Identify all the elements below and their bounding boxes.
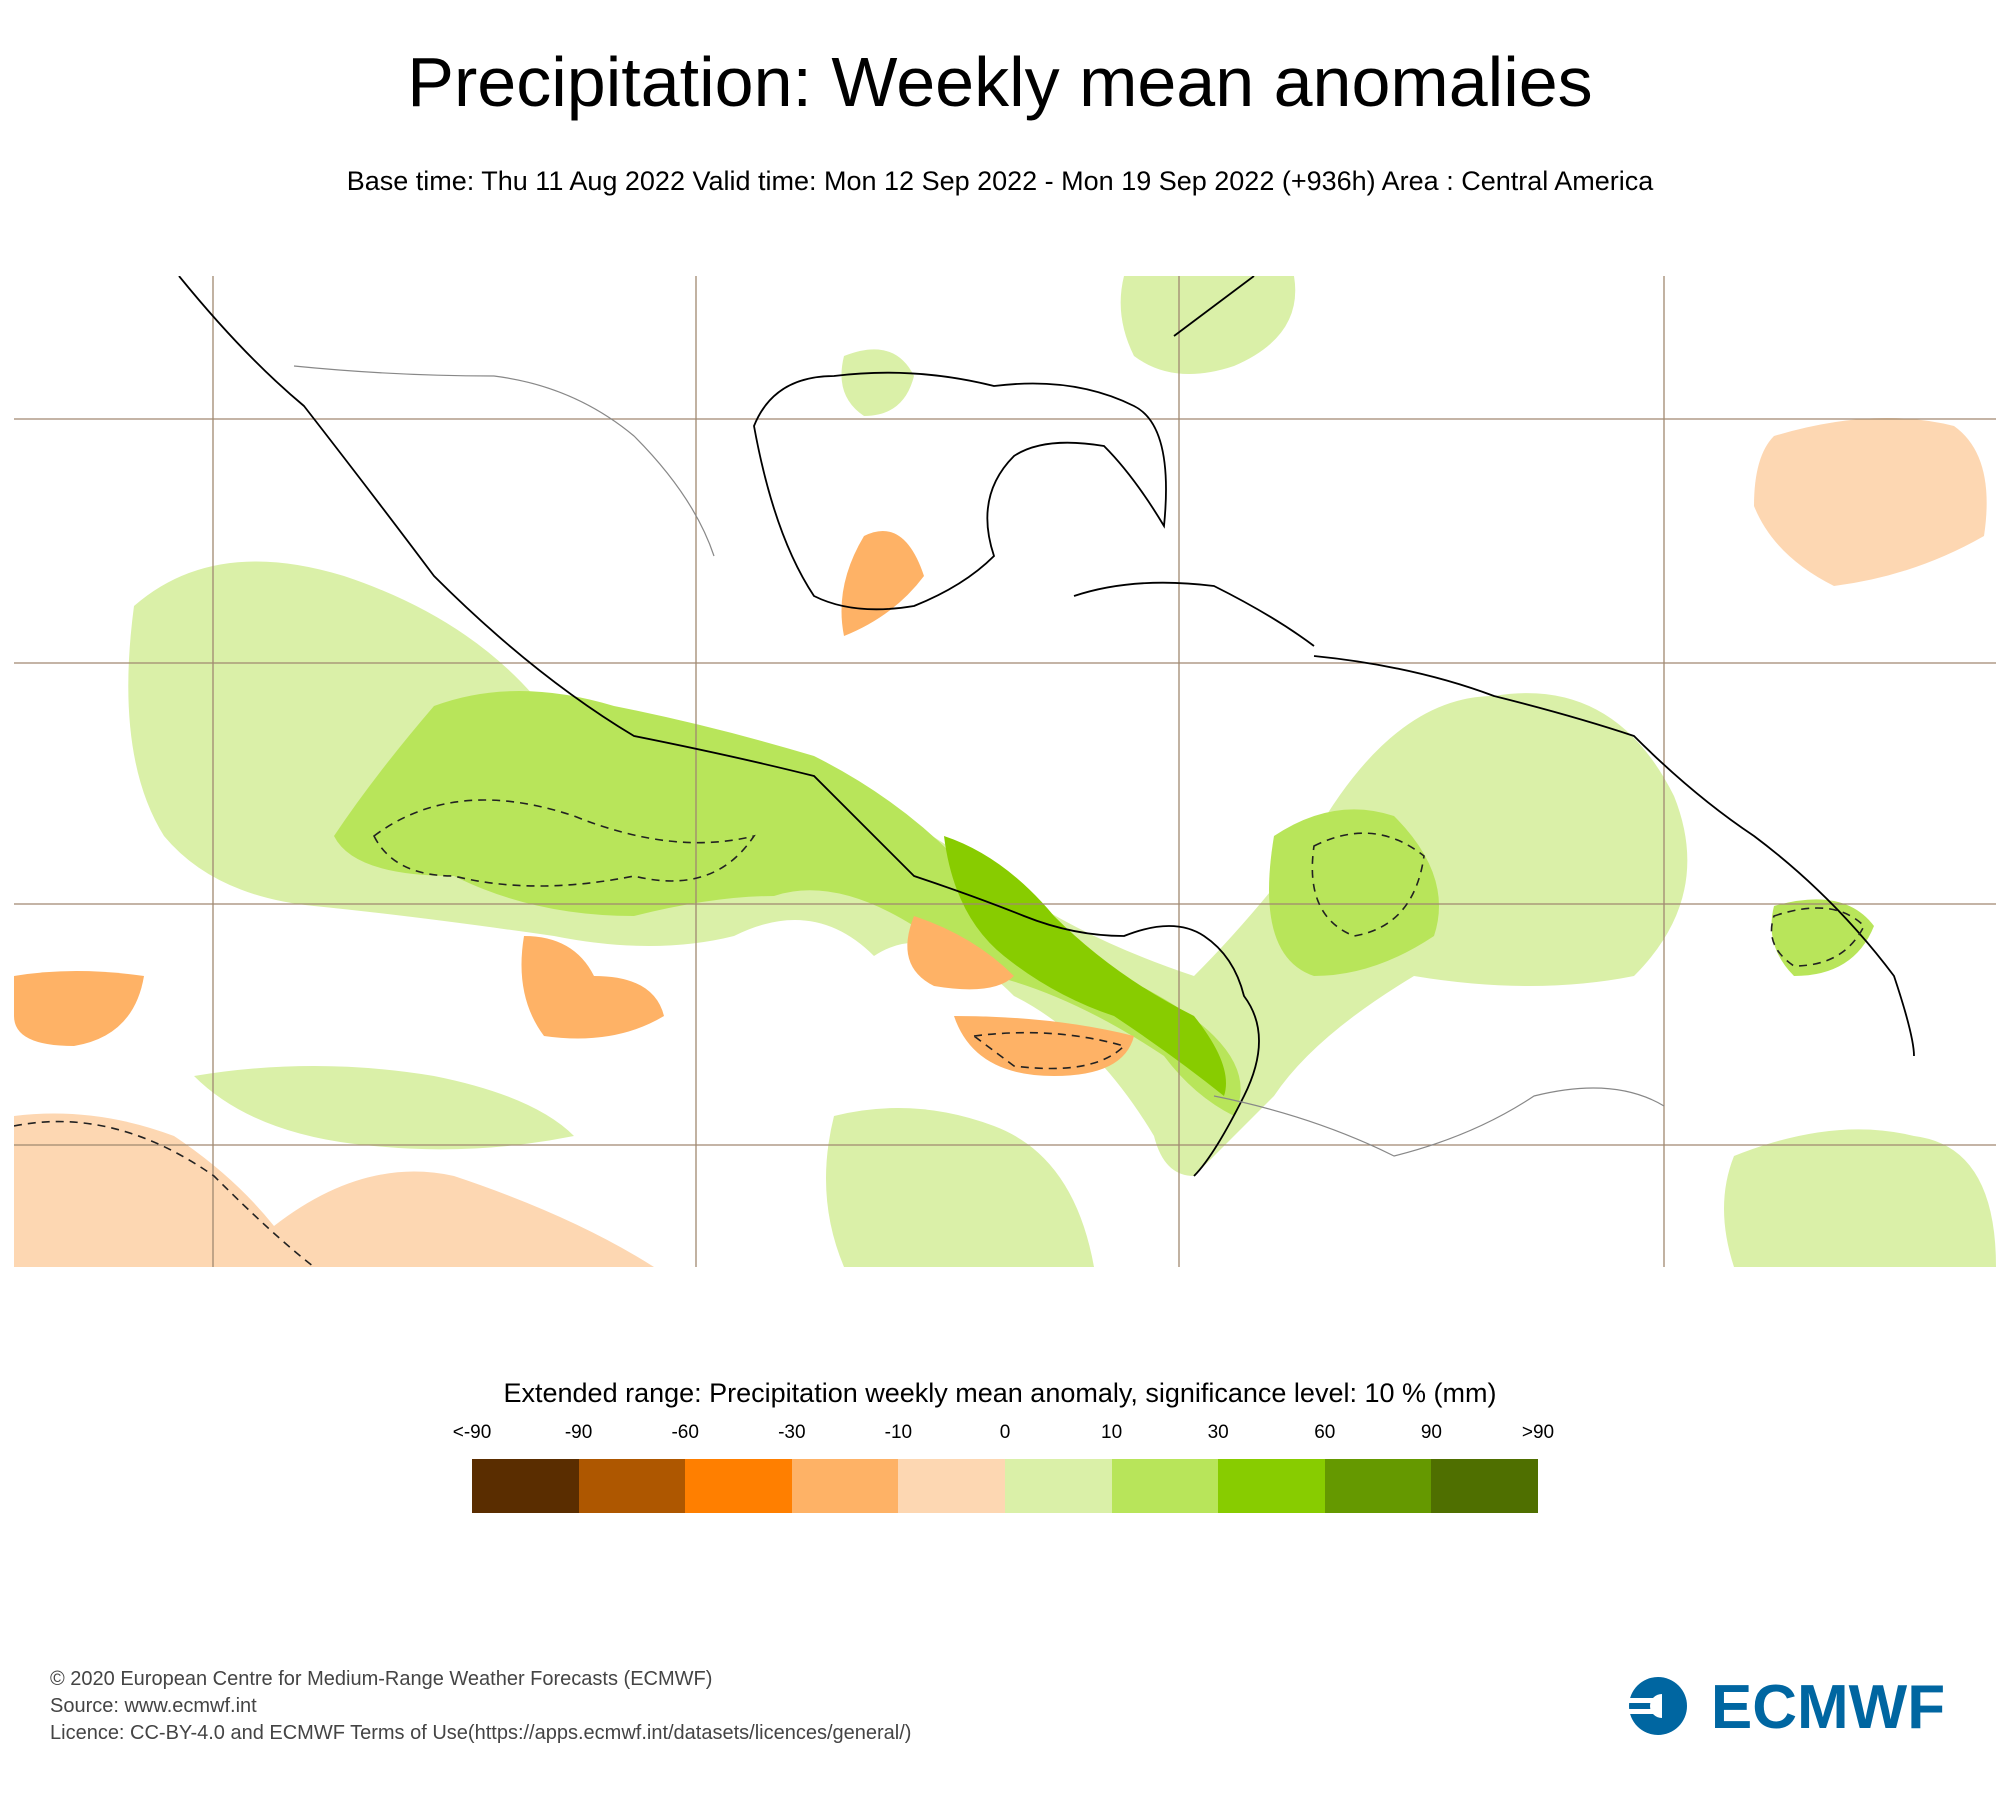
legend-color-bin bbox=[1111, 1459, 1219, 1513]
anomaly-region bbox=[14, 971, 144, 1046]
anomaly-region bbox=[1754, 418, 1987, 586]
chart-title: Precipitation: Weekly mean anomalies bbox=[407, 43, 1593, 121]
legend-color-bin bbox=[898, 1459, 1005, 1513]
borders bbox=[293, 365, 1665, 1157]
legend-tick-label: >90 bbox=[1521, 1422, 1555, 1443]
grid-lines bbox=[14, 276, 1996, 1267]
legend-color-bin bbox=[791, 1459, 899, 1513]
legend-tick-label: 90 bbox=[1420, 1422, 1442, 1443]
legend-tick-label: 0 bbox=[999, 1422, 1011, 1443]
legend-tick-label: -10 bbox=[884, 1422, 913, 1443]
legend-color-bin bbox=[578, 1459, 686, 1513]
anomaly-region bbox=[1771, 899, 1874, 976]
legend-colorbar bbox=[472, 1459, 1538, 1513]
chart-subtitle: Base time: Thu 11 Aug 2022 Valid time: M… bbox=[346, 166, 1654, 196]
legend-color-bin bbox=[1004, 1459, 1112, 1513]
legend-tick-labels: <-90 -90 -60 -30 -10 0 10 30 60 90 >90 bbox=[453, 1422, 1554, 1446]
significance-contours bbox=[14, 799, 1865, 1267]
footer-copyright: © 2020 European Centre for Medium-Range … bbox=[50, 1668, 713, 1690]
logo-text: ECMWF bbox=[1711, 1676, 1945, 1736]
anomaly-region bbox=[841, 349, 914, 416]
anomaly-region bbox=[841, 531, 924, 636]
legend-color-bin bbox=[472, 1459, 579, 1513]
footer-source: Source: www.ecmwf.int bbox=[50, 1695, 257, 1717]
legend-tick-label: 10 bbox=[1101, 1422, 1123, 1443]
anomaly-region bbox=[826, 1108, 1094, 1267]
negative-anomaly-areas bbox=[14, 418, 1987, 1267]
anomaly-map bbox=[14, 276, 1996, 1267]
anomaly-region bbox=[1120, 276, 1296, 374]
anomaly-region bbox=[194, 1066, 574, 1150]
anomaly-region bbox=[907, 916, 1014, 990]
footer-licence: Licence: CC-BY-4.0 and ECMWF Terms of Us… bbox=[50, 1722, 912, 1744]
legend-color-bin bbox=[1218, 1459, 1325, 1513]
legend-tick-label: 60 bbox=[1314, 1422, 1336, 1443]
legend-title: Extended range: Precipitation weekly mea… bbox=[503, 1378, 1497, 1408]
positive-anomaly-areas bbox=[128, 276, 1996, 1267]
anomaly-region bbox=[944, 836, 1226, 1096]
legend-color-bin bbox=[1431, 1459, 1538, 1513]
anomaly-region bbox=[1269, 809, 1439, 976]
legend-tick-label: 30 bbox=[1207, 1422, 1229, 1443]
legend-color-bin bbox=[685, 1459, 792, 1513]
legend-tick-label: -90 bbox=[564, 1422, 593, 1443]
anomaly-region bbox=[334, 691, 1241, 1116]
legend-tick-label: -60 bbox=[671, 1422, 699, 1443]
anomaly-region bbox=[1724, 1129, 1996, 1267]
legend-tick-label: <-90 bbox=[452, 1422, 492, 1443]
ecmwf-logo: ECMWF bbox=[1628, 1676, 1945, 1736]
anomaly-region bbox=[14, 1113, 654, 1267]
legend-tick-label: -30 bbox=[778, 1422, 806, 1443]
anomaly-region bbox=[521, 936, 664, 1039]
coastlines bbox=[178, 276, 1915, 1177]
anomaly-region bbox=[954, 1016, 1134, 1076]
legend-color-bin bbox=[1324, 1459, 1432, 1513]
